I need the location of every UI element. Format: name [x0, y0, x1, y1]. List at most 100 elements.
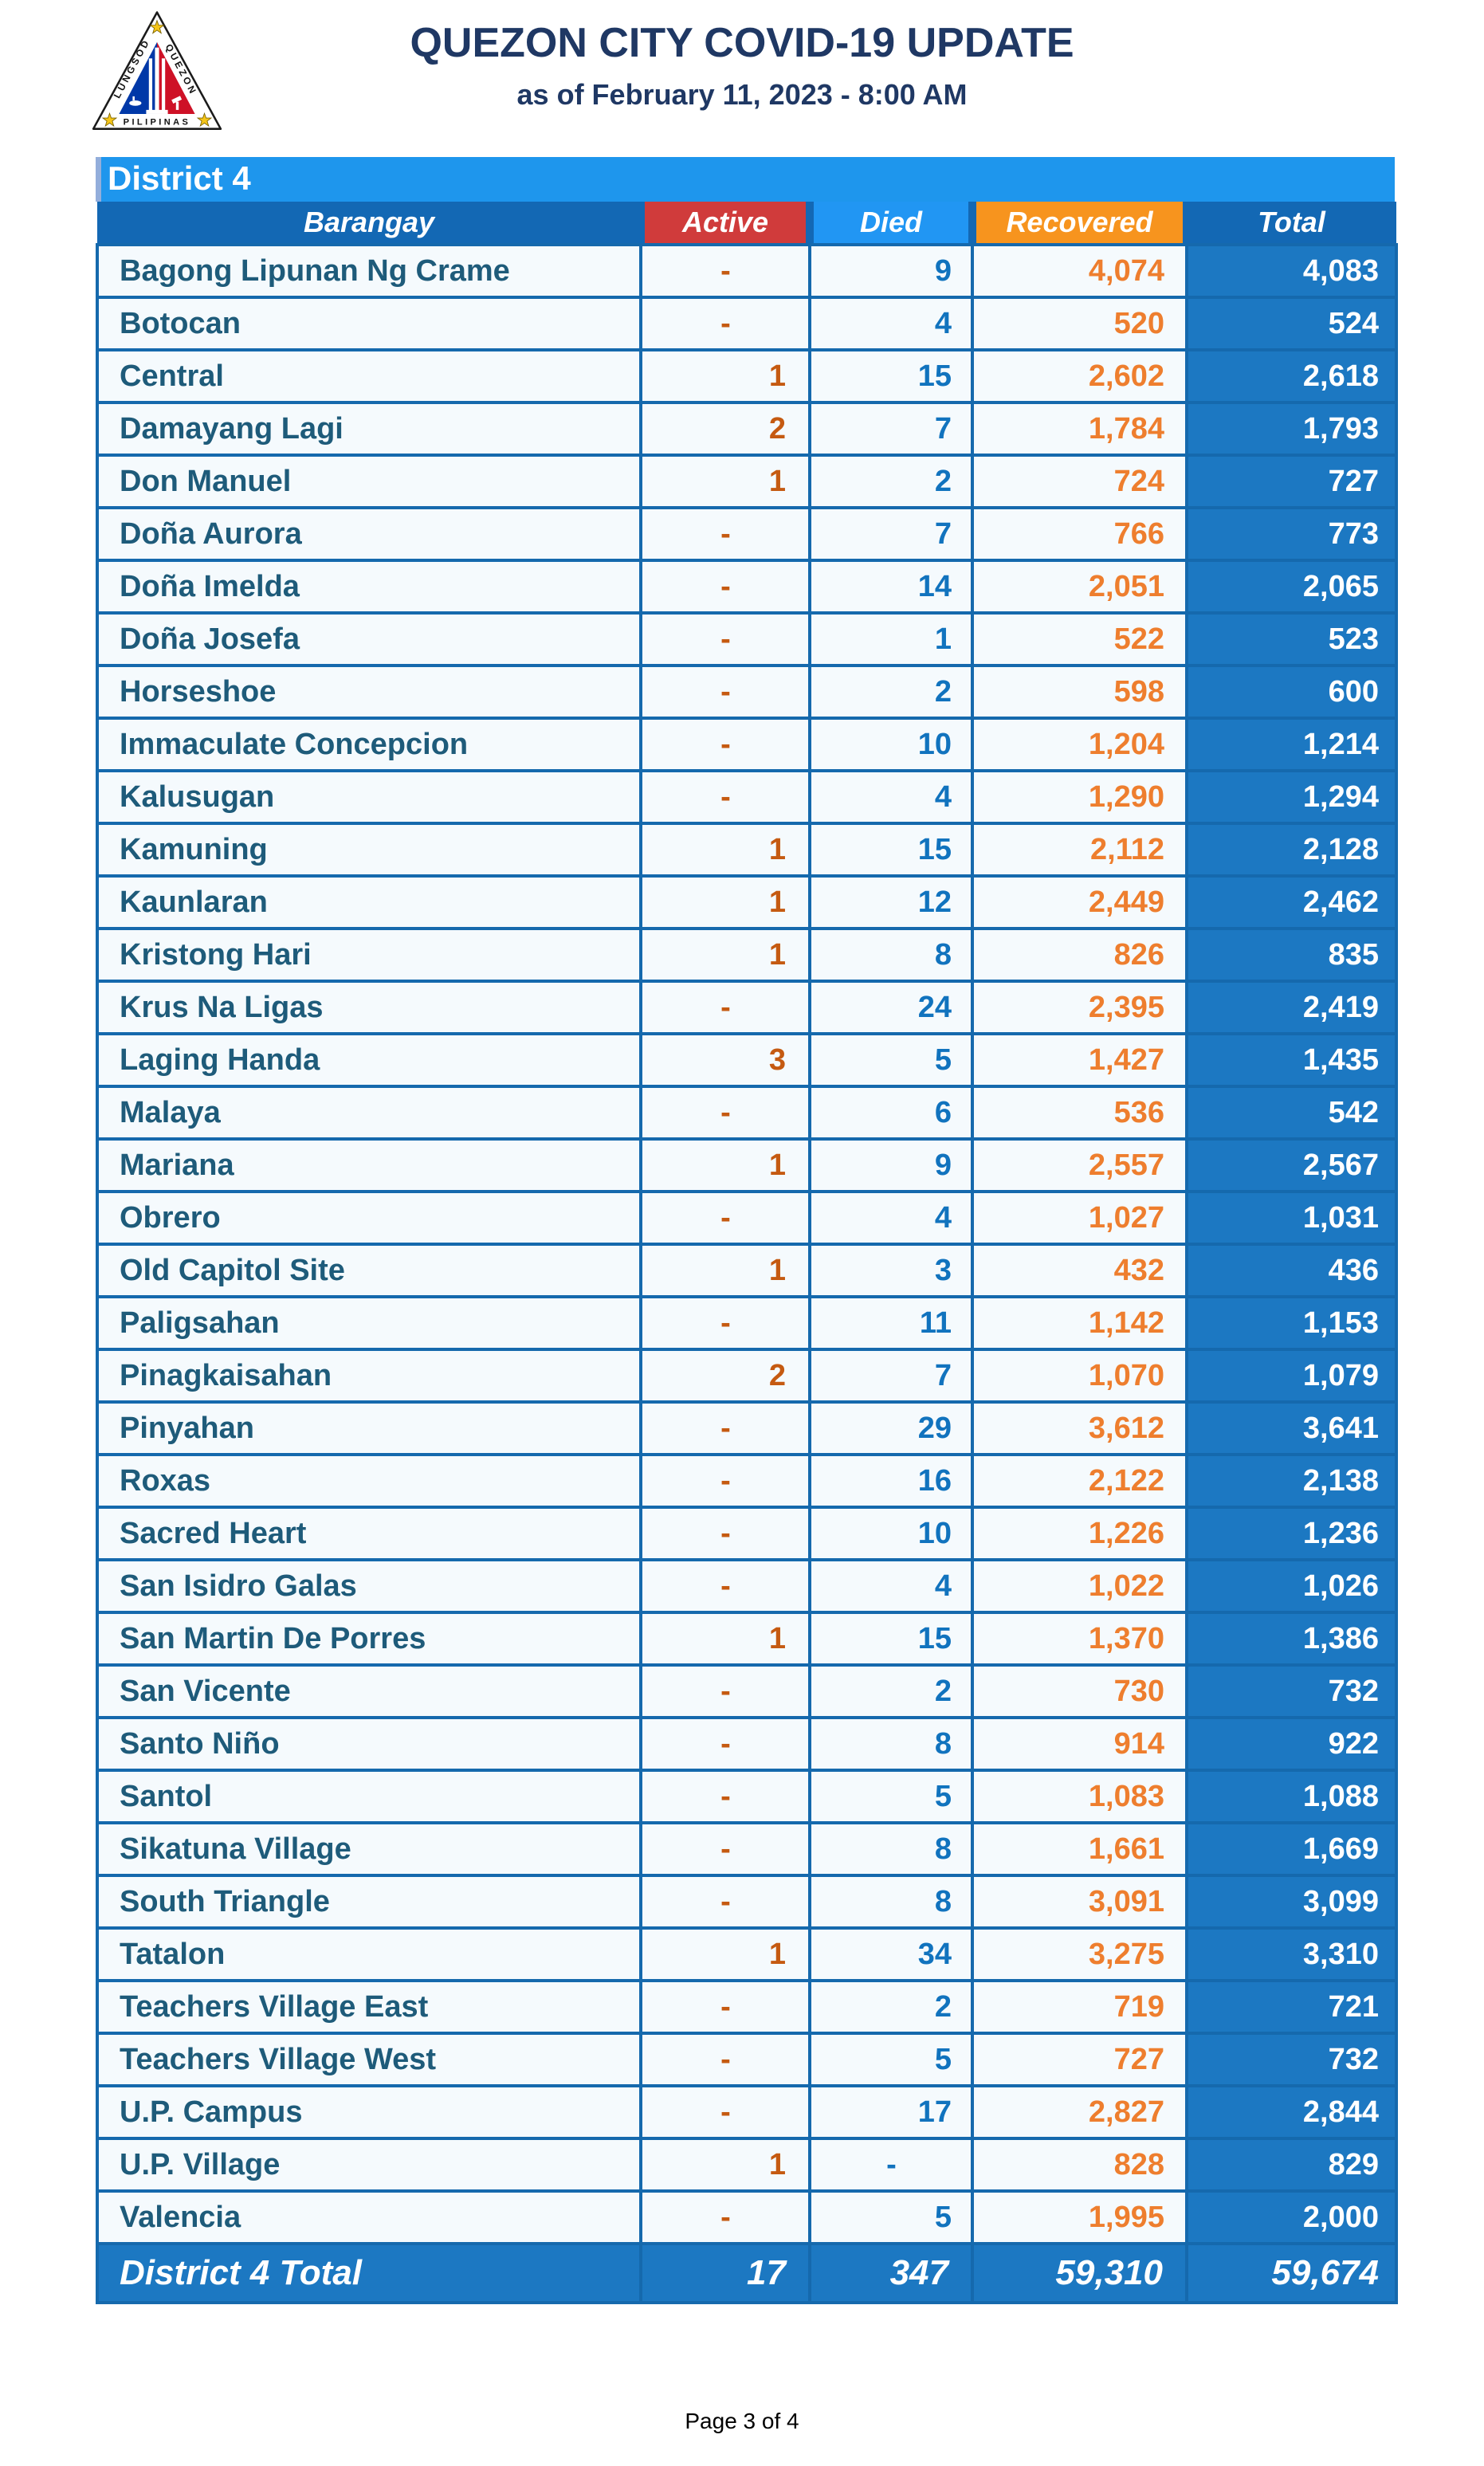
cell-name: Doña Aurora	[96, 506, 642, 562]
table-row: Doña Imelda -14 2,051 2,065	[96, 559, 1398, 615]
cell-name: Pinyahan	[96, 1400, 642, 1456]
cell-name: Sacred Heart	[96, 1506, 642, 1561]
cell-active: -	[639, 243, 811, 299]
cell-name: Central	[96, 348, 642, 404]
cell-active: -	[639, 980, 811, 1035]
cell-died: 5	[808, 2032, 974, 2087]
cell-active: 2	[639, 401, 811, 457]
column-header-active: Active	[645, 202, 806, 243]
cell-died: 12	[808, 874, 974, 930]
table-row: Doña Josefa -1 522 523	[96, 611, 1398, 667]
cell-recovered: 1,427	[971, 1032, 1188, 1088]
table-row: Malaya -6 536 542	[96, 1085, 1398, 1141]
cell-active: -	[639, 559, 811, 615]
cell-recovered: 3,091	[971, 1874, 1188, 1930]
cell-total: 600	[1185, 664, 1398, 720]
cell-recovered: 3,275	[971, 1926, 1188, 1982]
cell-name: Paligsahan	[96, 1295, 642, 1351]
cell-total: 2,138	[1185, 1453, 1398, 1509]
cell-total: 1,294	[1185, 769, 1398, 825]
cell-active: 1	[639, 1243, 811, 1298]
cell-name: Immaculate Concepcion	[96, 717, 642, 772]
cell-active: 2	[639, 1348, 811, 1404]
cell-total: 2,000	[1185, 2189, 1398, 2245]
cell-died: 4	[808, 296, 974, 351]
cell-name: Botocan	[96, 296, 642, 351]
cell-active: -	[639, 1400, 811, 1456]
table-row: Old Capitol Site 1 3 432 436	[96, 1243, 1398, 1298]
cell-died: 8	[808, 927, 974, 983]
cell-total: 2,462	[1185, 874, 1398, 930]
cell-active: 1	[639, 348, 811, 404]
cell-died: 9	[808, 1137, 974, 1193]
cell-recovered: 766	[971, 506, 1188, 562]
cell-recovered: 730	[971, 1663, 1188, 1719]
cell-name: Pinagkaisahan	[96, 1348, 642, 1404]
cell-total: 2,567	[1185, 1137, 1398, 1193]
cell-recovered: 598	[971, 664, 1188, 720]
cell-name: Malaya	[96, 1085, 642, 1141]
quezon-monument-icon	[129, 47, 183, 114]
cell-name: Old Capitol Site	[96, 1243, 642, 1298]
cell-active: 3	[639, 1032, 811, 1088]
district-banner: District 4	[96, 157, 1395, 202]
table-row: Santol -5 1,083 1,088	[96, 1769, 1398, 1824]
cell-recovered: 2,557	[971, 1137, 1188, 1193]
cell-name: Teachers Village West	[96, 2032, 642, 2087]
cell-name: Santo Niño	[96, 1716, 642, 1772]
cell-total: 542	[1185, 1085, 1398, 1141]
cell-recovered: 1,226	[971, 1506, 1188, 1561]
cell-name: Kristong Hari	[96, 927, 642, 983]
cell-died: 2	[808, 1663, 974, 1719]
cell-total: 1,669	[1185, 1821, 1398, 1877]
cell-total: 727	[1185, 454, 1398, 509]
cell-active: -	[639, 1716, 811, 1772]
cell-recovered: 2,827	[971, 2084, 1188, 2140]
cell-total: 773	[1185, 506, 1398, 562]
cell-total: 1,793	[1185, 401, 1398, 457]
cell-died: 7	[808, 1348, 974, 1404]
page-subtitle: as of February 11, 2023 - 8:00 AM	[516, 78, 968, 111]
cell-died: 29	[808, 1400, 974, 1456]
cell-died: 34	[808, 1926, 974, 1982]
cell-died: 9	[808, 243, 974, 299]
cell-name: Laging Handa	[96, 1032, 642, 1088]
table-row: San Isidro Galas -4 1,022 1,026	[96, 1558, 1398, 1614]
table-row: Valencia -5 1,995 2,000	[96, 2189, 1398, 2245]
cell-recovered: 432	[971, 1243, 1188, 1298]
cell-total: 835	[1185, 927, 1398, 983]
cell-name: Valencia	[96, 2189, 642, 2245]
cell-total: 732	[1185, 2032, 1398, 2087]
cell-total: 2,065	[1185, 559, 1398, 615]
table-row: Doña Aurora -7 766 773	[96, 506, 1398, 562]
cell-name: Doña Josefa	[96, 611, 642, 667]
cell-recovered: 1,083	[971, 1769, 1188, 1824]
cell-active: -	[639, 1874, 811, 1930]
table-row: Mariana 1 9 2,557 2,567	[96, 1137, 1398, 1193]
cell-active: 1	[639, 874, 811, 930]
table-row: Horseshoe -2 598 600	[96, 664, 1398, 720]
cell-recovered: 1,290	[971, 769, 1188, 825]
cell-active: 1	[639, 822, 811, 878]
cell-active: -	[639, 296, 811, 351]
cell-name: San Isidro Galas	[96, 1558, 642, 1614]
cell-name: Mariana	[96, 1137, 642, 1193]
cell-total: 2,419	[1185, 980, 1398, 1035]
cell-died: 14	[808, 559, 974, 615]
cell-recovered: 914	[971, 1716, 1188, 1772]
cell-total: 2,618	[1185, 348, 1398, 404]
cell-total: 1,153	[1185, 1295, 1398, 1351]
cell-recovered: 3,612	[971, 1400, 1188, 1456]
cell-died: 15	[808, 348, 974, 404]
cell-active: -	[639, 1979, 811, 2035]
cell-recovered: 727	[971, 2032, 1188, 2087]
cell-recovered: 1,142	[971, 1295, 1188, 1351]
district-4-table: District 4 Barangay Active	[96, 157, 1398, 2304]
cell-active: 1	[639, 1926, 811, 1982]
cell-recovered: 1,070	[971, 1348, 1188, 1404]
cell-name: Bagong Lipunan Ng Crame	[96, 243, 642, 299]
column-header-barangay: Barangay	[303, 206, 435, 238]
cell-total: 1,026	[1185, 1558, 1398, 1614]
quezon-city-seal-logo: LUNGSOD QUEZON PILIPINAS	[92, 11, 222, 130]
